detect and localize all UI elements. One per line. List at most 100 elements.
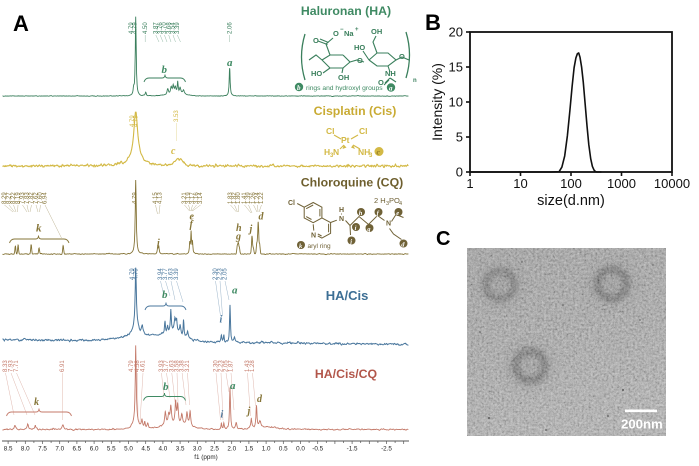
- svg-text:7.62: 7.62: [34, 192, 40, 204]
- svg-text:1.87: 1.87: [229, 360, 235, 372]
- svg-text:O: O: [378, 78, 384, 87]
- svg-text:g: g: [235, 232, 241, 243]
- svg-text:a: a: [230, 380, 236, 392]
- svg-text:3.68: 3.68: [166, 22, 172, 34]
- svg-text:HA/Cis: HA/Cis: [326, 288, 369, 303]
- svg-text:B: B: [425, 10, 441, 35]
- svg-text:Intensity (%): Intensity (%): [429, 63, 445, 141]
- svg-text:3.21: 3.21: [182, 192, 188, 204]
- svg-text:200nm: 200nm: [621, 417, 663, 432]
- svg-text:b: b: [163, 381, 169, 393]
- svg-text:j: j: [246, 406, 251, 417]
- svg-text:O: O: [333, 29, 339, 38]
- svg-text:d: d: [259, 212, 265, 223]
- svg-text:3.39: 3.39: [174, 268, 180, 280]
- svg-text:3.14: 3.14: [198, 192, 204, 204]
- svg-text:H: H: [339, 207, 344, 214]
- svg-text:3: 3: [386, 201, 389, 207]
- svg-text:3.21: 3.21: [185, 360, 191, 372]
- svg-text:+: +: [355, 27, 359, 33]
- svg-text:7.5: 7.5: [38, 446, 47, 453]
- svg-text:2.30: 2.30: [213, 268, 219, 280]
- svg-text:−: −: [340, 27, 344, 33]
- svg-text:Cl: Cl: [326, 126, 335, 136]
- svg-text:HA/Cis/CQ: HA/Cis/CQ: [315, 367, 378, 381]
- svg-text:4.79: 4.79: [130, 115, 136, 127]
- svg-text:4.58: 4.58: [135, 360, 141, 372]
- svg-text:a: a: [389, 85, 393, 93]
- svg-text:7.93: 7.93: [20, 192, 26, 204]
- svg-text:OH: OH: [338, 73, 349, 82]
- svg-text:Na: Na: [344, 29, 354, 38]
- svg-text:4.15: 4.15: [153, 192, 159, 204]
- svg-text:7.60: 7.60: [38, 192, 44, 204]
- svg-text:4.79: 4.79: [133, 192, 139, 204]
- svg-text:O: O: [399, 52, 405, 61]
- svg-text:4.5: 4.5: [141, 446, 150, 453]
- svg-text:2 H: 2 H: [374, 196, 386, 205]
- svg-text:3: 3: [369, 153, 373, 159]
- svg-text:Haluronan (HA): Haluronan (HA): [301, 4, 391, 18]
- svg-text:i: i: [157, 238, 160, 249]
- svg-text:h: h: [236, 223, 242, 234]
- svg-text:N: N: [386, 221, 391, 228]
- svg-text:Cisplatin (Cis): Cisplatin (Cis): [314, 104, 397, 118]
- svg-text:c: c: [377, 148, 381, 157]
- svg-text:C: C: [436, 228, 450, 250]
- svg-text:3.5: 3.5: [176, 446, 185, 453]
- svg-text:Cl: Cl: [288, 200, 295, 207]
- svg-text:b: b: [162, 289, 168, 301]
- svg-text:O: O: [313, 36, 319, 45]
- svg-text:6.0: 6.0: [90, 446, 99, 453]
- svg-text:e: e: [190, 212, 195, 223]
- svg-text:N: N: [333, 147, 339, 157]
- svg-text:NH: NH: [385, 69, 396, 78]
- svg-text:8.5: 8.5: [4, 446, 13, 453]
- svg-text:HO: HO: [354, 43, 365, 52]
- svg-text:3.63: 3.63: [169, 268, 175, 280]
- svg-text:3.93: 3.93: [159, 360, 165, 372]
- svg-text:0: 0: [456, 165, 463, 180]
- svg-text:1.83: 1.83: [228, 192, 234, 204]
- svg-text:4: 4: [399, 201, 402, 207]
- svg-text:1000: 1000: [607, 176, 636, 191]
- svg-text:2.30: 2.30: [214, 360, 220, 372]
- svg-text:-1.5: -1.5: [347, 446, 358, 453]
- svg-text:a: a: [232, 285, 238, 297]
- svg-text:A: A: [13, 11, 29, 36]
- svg-text:20: 20: [449, 25, 463, 40]
- svg-text:3: 3: [330, 153, 334, 159]
- svg-text:O: O: [357, 56, 363, 65]
- svg-text:7.0: 7.0: [55, 446, 64, 453]
- svg-text:7.71: 7.71: [14, 360, 20, 372]
- svg-text:3.77: 3.77: [164, 360, 170, 372]
- svg-text:d: d: [257, 394, 263, 405]
- svg-text:8.22: 8.22: [11, 192, 17, 204]
- svg-text:5: 5: [456, 130, 463, 145]
- svg-text:4.13: 4.13: [158, 192, 164, 204]
- svg-text:3.19: 3.19: [186, 192, 192, 204]
- svg-text:1.43: 1.43: [245, 360, 251, 372]
- svg-text:c: c: [171, 146, 176, 157]
- svg-text:2.23: 2.23: [219, 360, 225, 372]
- svg-text:8.0: 8.0: [21, 446, 30, 453]
- svg-text:4.79: 4.79: [129, 360, 135, 372]
- svg-text:a: a: [227, 57, 233, 69]
- svg-text:k: k: [299, 243, 303, 250]
- svg-text:N: N: [339, 216, 344, 223]
- svg-text:3.16: 3.16: [194, 192, 200, 204]
- svg-text:2.05: 2.05: [223, 268, 229, 280]
- svg-text:1.5: 1.5: [245, 446, 254, 453]
- svg-text:size(d.nm): size(d.nm): [537, 193, 605, 209]
- svg-text:g: g: [366, 226, 371, 233]
- svg-text:d: d: [401, 241, 405, 248]
- svg-text:10: 10: [449, 95, 463, 110]
- svg-text:i: i: [221, 410, 224, 421]
- svg-text:2.06: 2.06: [228, 22, 234, 34]
- svg-text:3.53: 3.53: [174, 110, 180, 122]
- svg-text:2.5: 2.5: [210, 446, 219, 453]
- svg-text:7.82: 7.82: [29, 192, 35, 204]
- svg-text:6.5: 6.5: [73, 446, 82, 453]
- svg-text:3.39: 3.39: [175, 22, 181, 34]
- svg-text:4.79: 4.79: [133, 22, 139, 34]
